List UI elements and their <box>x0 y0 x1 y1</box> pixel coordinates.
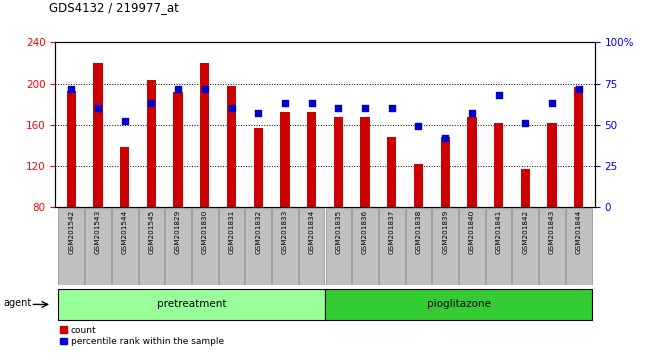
Text: GSM201838: GSM201838 <box>415 210 421 255</box>
Bar <box>467 116 476 207</box>
Bar <box>120 147 129 207</box>
Bar <box>494 123 503 207</box>
Bar <box>254 128 263 207</box>
Bar <box>325 289 592 320</box>
Point <box>573 86 584 91</box>
Bar <box>280 113 290 207</box>
Text: GSM201842: GSM201842 <box>523 210 528 255</box>
Text: GSM201544: GSM201544 <box>122 210 127 255</box>
Point <box>547 101 557 106</box>
Bar <box>387 137 396 207</box>
Text: GSM201841: GSM201841 <box>495 210 502 255</box>
Bar <box>112 208 138 285</box>
Bar <box>192 208 218 285</box>
Bar <box>299 208 324 285</box>
Bar <box>441 137 450 207</box>
Point <box>493 92 504 98</box>
Point <box>467 110 477 116</box>
Bar <box>414 164 423 207</box>
Bar <box>58 289 325 320</box>
Bar <box>326 208 351 285</box>
Text: agent: agent <box>3 298 31 308</box>
Point <box>173 86 183 91</box>
Bar <box>574 87 584 207</box>
Text: GSM201543: GSM201543 <box>95 210 101 255</box>
Point <box>280 101 290 106</box>
Point <box>306 101 317 106</box>
Bar <box>200 63 209 207</box>
Bar <box>406 208 432 285</box>
Text: GSM201831: GSM201831 <box>229 210 235 255</box>
Text: GSM201839: GSM201839 <box>442 210 448 255</box>
Text: GSM201542: GSM201542 <box>68 210 74 255</box>
Text: GSM201844: GSM201844 <box>576 210 582 255</box>
Point <box>520 120 530 126</box>
Bar <box>138 208 164 285</box>
Bar <box>333 116 343 207</box>
Bar <box>246 208 271 285</box>
Legend: count, percentile rank within the sample: count, percentile rank within the sample <box>60 326 224 346</box>
Bar <box>379 208 404 285</box>
Text: GSM201832: GSM201832 <box>255 210 261 255</box>
Bar <box>94 63 103 207</box>
Bar <box>272 208 298 285</box>
Text: pioglitazone: pioglitazone <box>426 299 491 309</box>
Bar <box>85 208 111 285</box>
Text: GSM201829: GSM201829 <box>175 210 181 255</box>
Bar <box>432 208 458 285</box>
Bar <box>227 86 236 207</box>
Bar <box>66 91 76 207</box>
Point <box>253 110 263 116</box>
Point <box>120 119 130 124</box>
Bar <box>147 80 156 207</box>
Bar <box>540 208 565 285</box>
Point <box>146 101 157 106</box>
Bar <box>307 113 317 207</box>
Point <box>200 86 210 91</box>
Text: GSM201843: GSM201843 <box>549 210 555 255</box>
Bar <box>566 208 592 285</box>
Bar <box>547 123 556 207</box>
Text: GSM201836: GSM201836 <box>362 210 368 255</box>
Bar <box>459 208 485 285</box>
Text: pretreatment: pretreatment <box>157 299 226 309</box>
Bar <box>521 169 530 207</box>
Bar <box>218 208 244 285</box>
Text: GSM201833: GSM201833 <box>282 210 288 255</box>
Text: GSM201830: GSM201830 <box>202 210 208 255</box>
Text: GDS4132 / 219977_at: GDS4132 / 219977_at <box>49 1 179 14</box>
Point <box>333 105 344 111</box>
Bar <box>512 208 538 285</box>
Bar <box>165 208 191 285</box>
Bar <box>486 208 512 285</box>
Point <box>360 105 370 111</box>
Point <box>93 105 103 111</box>
Bar <box>360 116 370 207</box>
Text: GSM201834: GSM201834 <box>309 210 315 255</box>
Text: GSM201545: GSM201545 <box>148 210 155 255</box>
Point <box>440 135 450 141</box>
Point <box>66 86 77 91</box>
Text: GSM201840: GSM201840 <box>469 210 475 255</box>
Text: GSM201835: GSM201835 <box>335 210 341 255</box>
Text: GSM201837: GSM201837 <box>389 210 395 255</box>
Bar <box>352 208 378 285</box>
Bar <box>174 92 183 207</box>
Point <box>226 105 237 111</box>
Bar <box>58 208 84 285</box>
Point <box>387 105 397 111</box>
Point <box>413 124 424 129</box>
